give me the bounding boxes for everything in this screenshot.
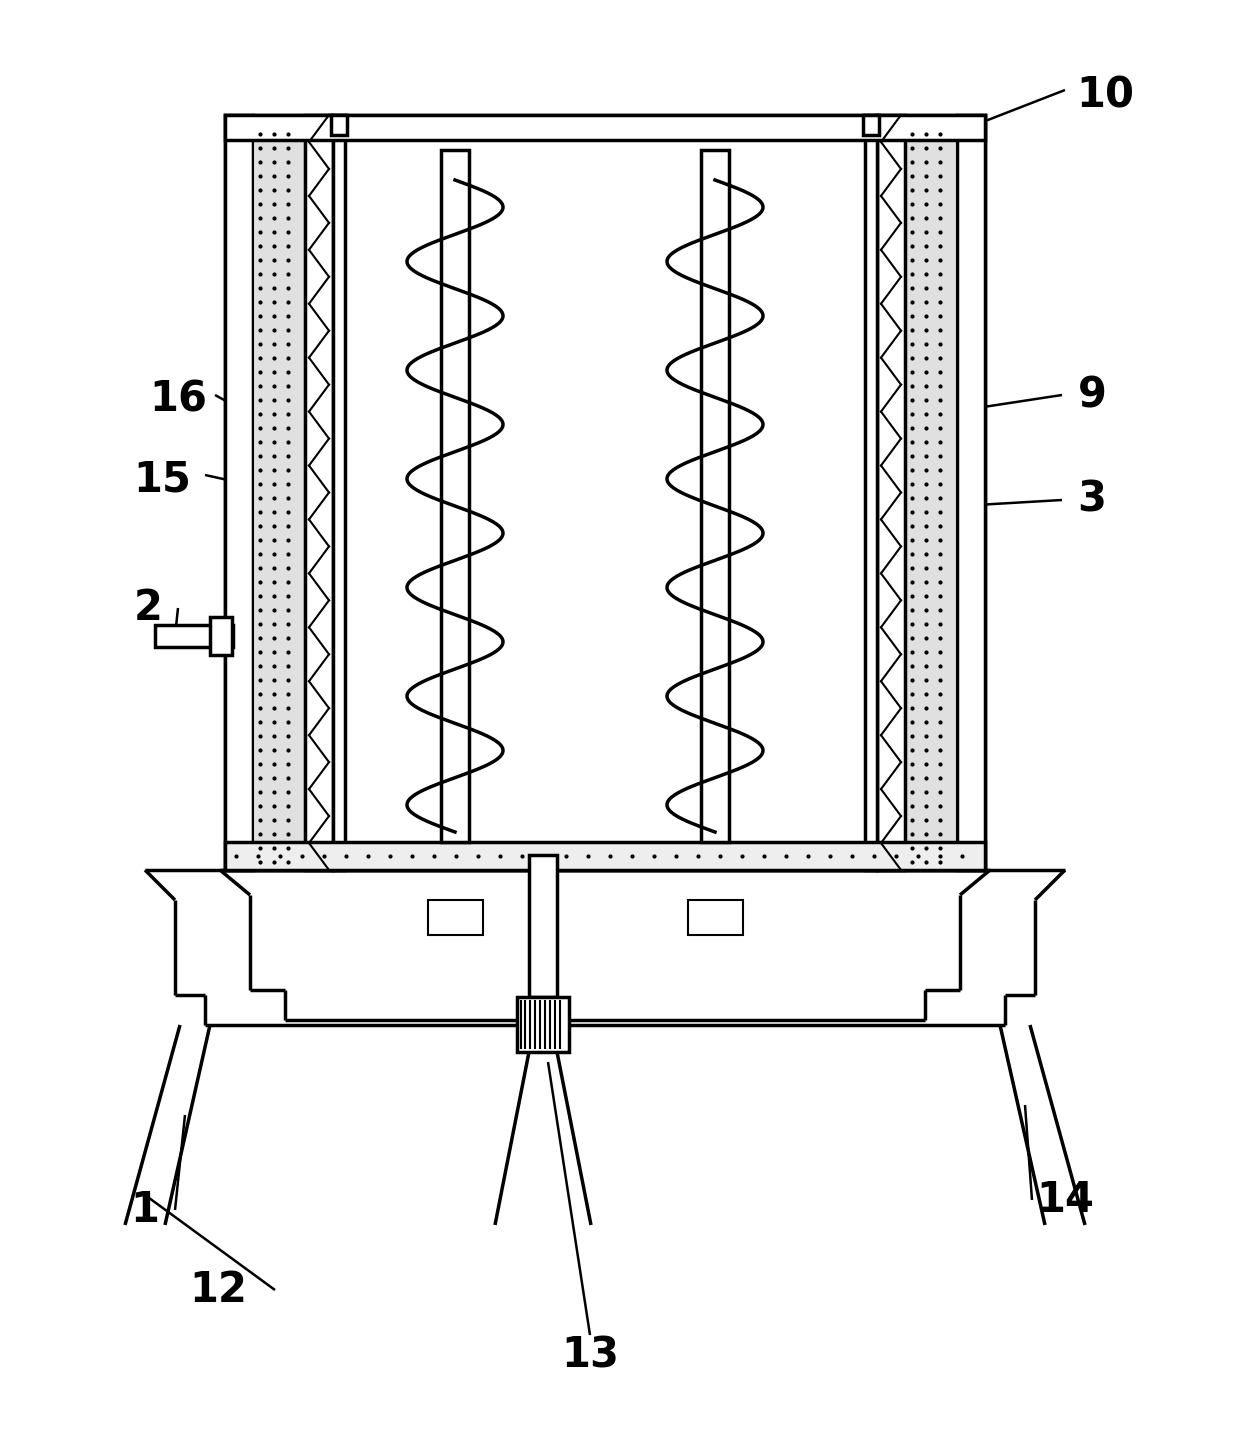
Text: 9: 9 [1078, 375, 1106, 416]
Text: 2: 2 [134, 587, 162, 629]
Bar [877, 115, 905, 870]
Text: 3: 3 [1078, 479, 1106, 521]
Text: 16: 16 [149, 379, 207, 420]
Bar [331, 115, 347, 135]
Bar [224, 842, 985, 870]
Bar [866, 115, 877, 870]
Text: 10: 10 [1076, 75, 1135, 116]
Bar [155, 626, 233, 647]
Bar [305, 115, 334, 870]
Bar [428, 900, 484, 936]
Bar [224, 115, 985, 141]
Bar [957, 115, 985, 870]
Text: 15: 15 [133, 459, 191, 501]
Bar [517, 997, 569, 1052]
Bar [441, 151, 469, 842]
Bar [701, 151, 729, 842]
Bar [334, 115, 345, 870]
Bar [224, 115, 253, 870]
Bar [253, 115, 305, 870]
Bar [905, 115, 957, 870]
Text: 13: 13 [560, 1335, 619, 1376]
Bar [863, 115, 879, 135]
Bar [210, 617, 232, 654]
Bar [529, 855, 557, 997]
Bar [224, 115, 985, 870]
Text: 1: 1 [130, 1190, 160, 1231]
Text: 14: 14 [1037, 1180, 1094, 1221]
Bar [688, 900, 743, 936]
Text: 12: 12 [188, 1269, 247, 1312]
